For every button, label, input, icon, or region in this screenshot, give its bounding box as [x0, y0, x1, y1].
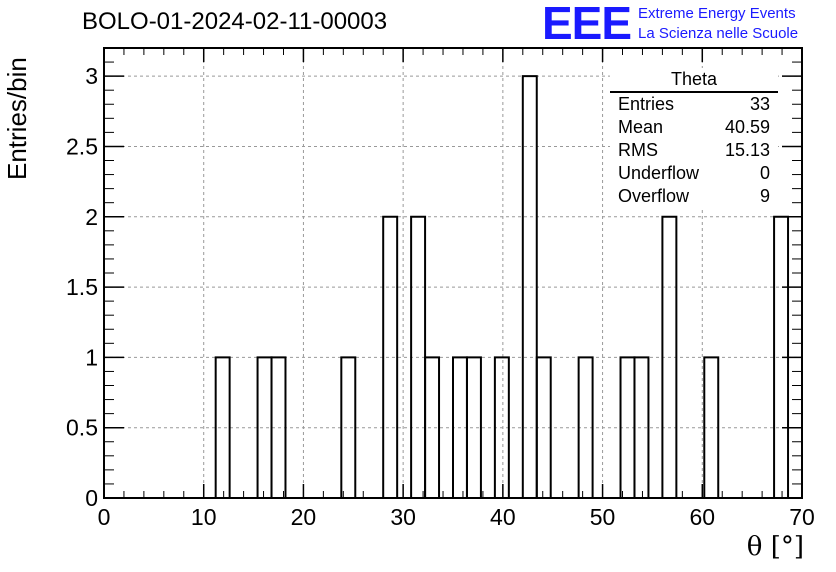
stats-label: RMS — [618, 140, 658, 160]
stats-row-rms: RMS 15.13 — [610, 139, 778, 162]
x-tick-labels: 0 10 20 30 40 50 60 70 — [98, 504, 815, 530]
logo-line-2: La Scienza nelle Scuole — [638, 25, 799, 42]
histogram-bar — [382, 215, 399, 499]
y-tick-label: 3 — [85, 63, 98, 89]
y-tick-label: 1 — [85, 344, 98, 370]
x-tick-label: 30 — [390, 504, 416, 530]
x-axis-label: θ [°] — [746, 532, 804, 562]
eee-logo: EEE — [542, 0, 632, 49]
stats-row-underflow: Underflow 0 — [610, 162, 778, 185]
histogram-bar — [340, 356, 357, 499]
x-tick-label: 60 — [689, 504, 715, 530]
y-tick-label: 1.5 — [66, 274, 98, 300]
y-axis-label: Entries/bin — [2, 57, 32, 180]
stats-label: Entries — [618, 94, 675, 114]
stats-row-entries: Entries 33 — [610, 93, 778, 116]
y-tick-label: 2 — [85, 204, 98, 230]
stats-label: Mean — [618, 117, 664, 137]
stats-row-overflow: Overflow 9 — [610, 185, 778, 208]
y-tick-label: 0.5 — [66, 415, 98, 441]
y-tick-label: 2.5 — [66, 133, 98, 159]
x-tick-label: 0 — [98, 504, 111, 530]
histogram-bar — [256, 356, 273, 499]
stats-value: 40.59 — [724, 117, 770, 137]
stats-value: 15.13 — [724, 140, 770, 160]
stats-row-mean: Mean 40.59 — [610, 116, 778, 139]
logo-caption: Extreme Energy Events La Scienza nelle S… — [638, 4, 798, 44]
axis-ticks — [103, 47, 803, 499]
y-tick-labels: 0 0.5 1 1.5 2 2.5 3 — [66, 63, 98, 511]
x-tick-label: 10 — [191, 504, 217, 530]
stats-value: 9 — [759, 186, 770, 206]
histogram-bar — [214, 356, 231, 499]
logo-line-1: Extreme Energy Events — [638, 5, 796, 22]
stats-label: Underflow — [618, 163, 700, 183]
y-tick-label: 0 — [85, 485, 98, 511]
stats-label: Overflow — [618, 186, 690, 206]
x-tick-label: 70 — [789, 504, 815, 530]
stats-box: Theta Entries 33 Mean 40.59 RMS 15.13 Under… — [610, 68, 778, 208]
x-tick-label: 40 — [490, 504, 516, 530]
x-tick-label: 50 — [590, 504, 616, 530]
x-tick-label: 20 — [291, 504, 317, 530]
stats-value: 33 — [749, 94, 770, 114]
stats-title: Theta — [610, 68, 778, 93]
chart-title: BOLO-01-2024-02-11-00003 — [82, 8, 388, 35]
stats-value: 0 — [759, 163, 770, 183]
